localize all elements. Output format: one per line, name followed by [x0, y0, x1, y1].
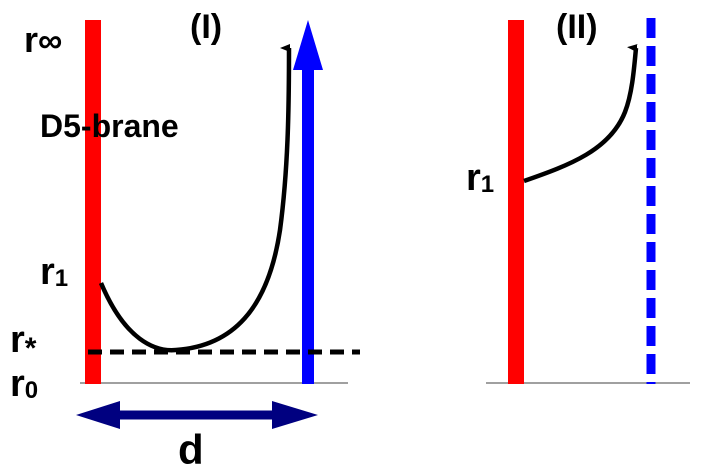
- r-infinity-sub: ∞: [38, 22, 62, 60]
- panel-i-distance-right-head: [272, 401, 318, 429]
- panel-i: (I) r∞ D5-brane r1 r* r0 d: [10, 8, 360, 472]
- panel-ii-d5-brane-bar: [508, 20, 524, 384]
- r1-sub: 1: [55, 265, 68, 292]
- panel-i-r0-label: r0: [10, 363, 38, 405]
- panel-i-distance-label: d: [178, 426, 204, 472]
- rstar-base: r: [10, 319, 25, 361]
- panel-i-d5-brane-label: D5-brane: [40, 108, 179, 144]
- r0-base: r: [10, 363, 25, 405]
- panel-ii-string-curve: [523, 44, 639, 184]
- r1-base: r: [466, 157, 481, 199]
- r1-base: r: [40, 251, 55, 293]
- panel-i-probe-arrowhead: [293, 20, 323, 70]
- panel-i-r1-label: r1: [40, 251, 68, 293]
- panel-i-string-curve: [98, 44, 292, 353]
- panel-ii-title: (II): [556, 8, 598, 46]
- r-infinity-base: r: [24, 19, 38, 60]
- panel-i-rstar-label: r*: [10, 319, 37, 365]
- panel-i-probe-shaft: [302, 66, 314, 384]
- panel-i-r-infinity-label: r∞: [24, 19, 62, 60]
- panel-i-distance-left-head: [76, 401, 120, 429]
- r1-sub: 1: [481, 171, 494, 198]
- panel-i-title: (I): [190, 8, 222, 46]
- panel-i-d5-brane-bar: [85, 20, 101, 384]
- panel-ii: (II) r1: [466, 8, 690, 384]
- rstar-sub: *: [25, 332, 37, 365]
- r0-sub: 0: [25, 377, 38, 404]
- panel-ii-r1-label: r1: [466, 157, 494, 199]
